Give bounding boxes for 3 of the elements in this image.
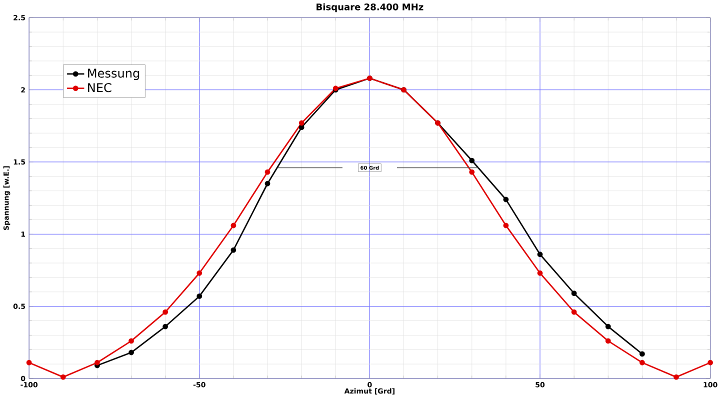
chart-title: Bisquare 28.400 MHz [316, 3, 424, 12]
legend-label: NEC [88, 83, 112, 92]
legend-label: Messung [88, 68, 140, 80]
